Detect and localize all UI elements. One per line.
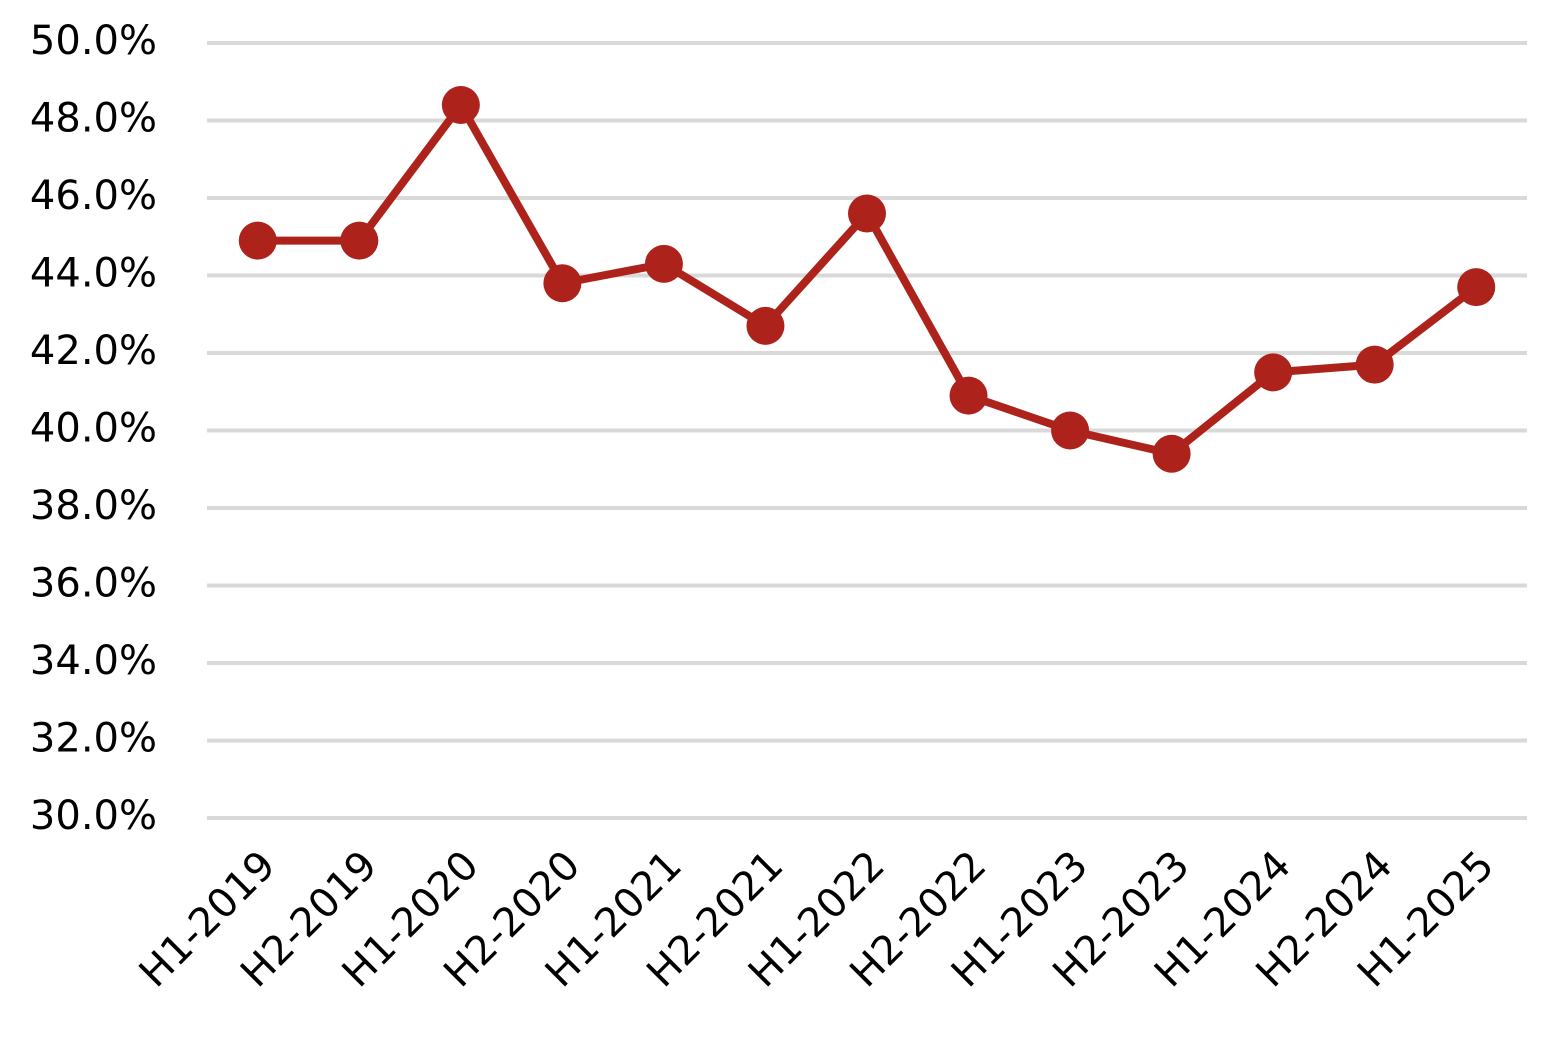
data-point [1355,345,1394,384]
data-point [1457,268,1496,307]
data-point [1254,353,1293,392]
data-point [340,221,379,260]
y-tick-label: 46.0% [30,173,157,219]
data-point [949,376,988,415]
data-point [848,194,886,233]
y-tick-label: 48.0% [30,96,157,142]
data-point [746,306,785,345]
y-tick-label: 36.0% [30,561,157,607]
y-tick-label: 44.0% [30,251,157,297]
y-tick-label: 42.0% [30,328,157,374]
y-tick-label: 40.0% [30,406,157,452]
data-point [238,221,277,260]
data-line [257,101,1479,458]
data-point [543,264,582,303]
y-tick-label: 32.0% [30,716,157,762]
data-point [1051,411,1090,450]
y-tick-label: 50.0% [30,18,157,64]
data-point [441,86,480,124]
y-tick-label: 30.0% [30,793,157,839]
y-tick-label: 34.0% [30,638,157,684]
data-point [644,244,683,283]
y-tick-label: 38.0% [30,483,157,529]
data-point [1152,434,1191,473]
